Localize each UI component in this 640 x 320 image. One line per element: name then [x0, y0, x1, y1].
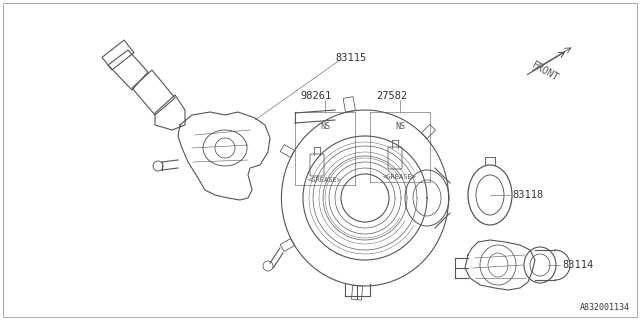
Text: A832001134: A832001134: [580, 303, 630, 312]
Text: NS: NS: [320, 122, 330, 131]
Text: FRONT: FRONT: [530, 60, 561, 84]
Text: 83115: 83115: [335, 53, 366, 63]
Text: <GREASE>: <GREASE>: [383, 174, 417, 180]
Text: 98261: 98261: [300, 91, 332, 101]
Text: NS: NS: [395, 122, 405, 131]
Text: 27582: 27582: [376, 91, 407, 101]
Text: 83118: 83118: [512, 190, 543, 200]
Text: <GREASE>: <GREASE>: [308, 177, 342, 183]
Text: 83114: 83114: [562, 260, 593, 270]
